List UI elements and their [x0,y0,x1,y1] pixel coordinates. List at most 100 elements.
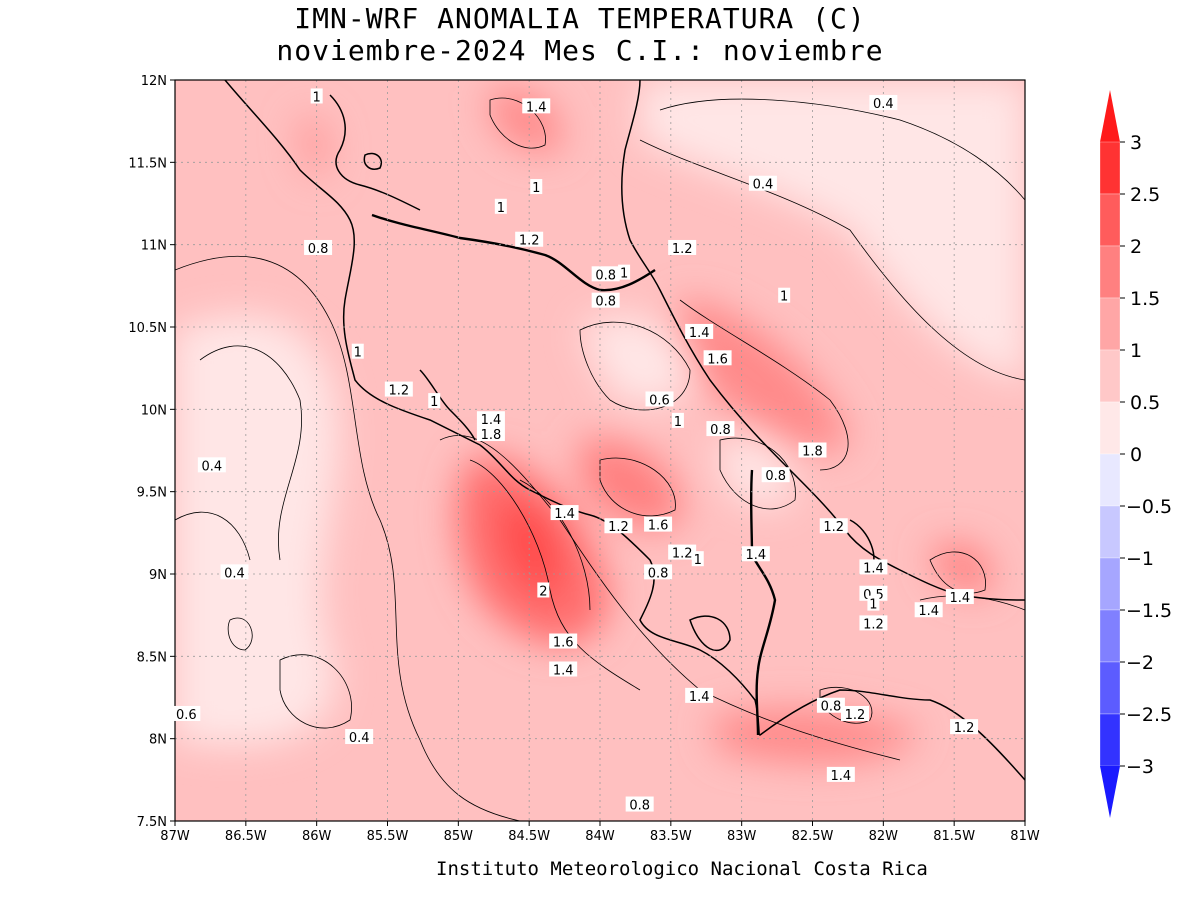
colorbar-label: 1 [1130,340,1142,362]
contour-label: 1.4 [859,559,888,576]
contour-label: 0.4 [197,457,226,474]
svg-text:1.8: 1.8 [802,445,823,460]
y-tick-label: 11N [141,239,167,254]
svg-text:1.2: 1.2 [954,721,975,736]
colorbar-top-arrow [1100,90,1120,142]
x-tick-label: 81.5W [933,829,975,844]
contour-label: 1.4 [522,98,551,115]
y-tick-label: 9N [149,568,167,583]
svg-text:1: 1 [497,201,505,216]
svg-text:0.4: 0.4 [873,97,894,112]
contour-label: 1.6 [703,350,732,367]
colorbar-label: −1.5 [1126,600,1172,622]
contour-label: 0.8 [591,266,620,283]
x-tick-label: 87W [160,829,190,844]
svg-text:1.4: 1.4 [745,548,766,563]
svg-text:1: 1 [532,181,540,196]
colorbar-label: −1 [1126,548,1154,570]
x-tick-label: 84W [585,829,615,844]
svg-text:1.4: 1.4 [918,604,939,619]
y-tick-label: 8.5N [137,650,167,665]
contour-label: 0.4 [869,95,898,112]
contour-label: 1 [691,551,704,568]
svg-text:1.4: 1.4 [689,326,710,341]
contour-label: 1.2 [384,381,413,399]
contour-label: 1.4 [914,602,943,619]
contour-label-layer: 11.4 0.41 0.411.20.8 1.20.8 10.8 11.41.611.21… [172,88,979,814]
contour-label: 1 [428,393,441,410]
contour-label: 1 [351,343,364,361]
svg-text:2: 2 [539,584,547,599]
svg-text:1.4: 1.4 [689,690,710,705]
coastline [224,80,1025,781]
svg-text:1.4: 1.4 [553,664,574,679]
svg-text:0.4: 0.4 [224,566,245,581]
y-axis: 12N 11.5N 11N 10.5N 10N 9.5N 9N 8.5N 8N 7.5N [128,74,175,830]
contour-label: 1 [310,88,323,105]
svg-text:0.8: 0.8 [765,469,786,484]
contour-label: 1.4 [685,687,714,705]
colorbar-segment [1099,297,1121,351]
contour-label: 1.2 [604,518,633,535]
x-tick-label: 83W [727,829,757,844]
contour-label: 1 [867,595,880,613]
svg-text:1.4: 1.4 [526,100,547,115]
contour-label: 1.4 [476,411,505,428]
svg-text:1.6: 1.6 [553,636,574,651]
colorbar-label: 0.5 [1130,392,1160,414]
colorbar-label: 0 [1130,444,1142,466]
svg-text:1.2: 1.2 [608,520,629,535]
svg-text:1: 1 [780,290,788,305]
svg-text:1.6: 1.6 [648,519,669,534]
contour-label: 1.6 [644,516,673,534]
contour-label: 0.4 [748,175,777,193]
svg-text:0.6: 0.6 [176,708,197,723]
map-title-line1: IMN-WRF ANOMALIA TEMPERATURA (C) [294,2,866,35]
colorbar-segment [1099,609,1121,663]
contour-label: 1.4 [685,323,714,341]
colorbar-segment [1099,349,1121,403]
contour-label: 1.4 [549,661,578,679]
colorbar-segment [1099,505,1121,559]
colorbar-segment [1099,141,1121,195]
credit-text: Instituto Meteorologico Nacional Costa R… [436,858,928,880]
svg-text:1.4: 1.4 [949,591,970,606]
x-tick-label: 82W [869,829,899,844]
colorbar-label: 2.5 [1130,184,1160,206]
contour-label: 1.4 [550,505,579,522]
map-title-line2: noviembre-2024 Mes C.I.: noviembre [276,34,884,67]
svg-text:0.8: 0.8 [710,423,731,438]
x-axis: 87W 86.5W 86W 85.5W 85W 84.5W 84W 83.5W 83W 82.5W… [160,821,1040,844]
colorbar-segment [1099,713,1121,767]
svg-text:1.4: 1.4 [863,561,884,576]
y-tick-label: 8N [149,733,167,748]
y-tick-label: 7.5N [137,815,167,830]
svg-text:1.2: 1.2 [388,384,409,399]
contour-label: 0.8 [304,239,333,257]
contour-label: 0.4 [220,564,249,581]
x-tick-label: 86.5W [225,829,267,844]
svg-text:0.6: 0.6 [649,393,670,408]
svg-text:1: 1 [354,346,362,361]
colorbar-segment [1099,453,1121,507]
contour-label: 1.2 [950,719,979,736]
contour-label: 2 [537,582,550,599]
contour-label: 1 [778,287,791,305]
contour-label: 1 [671,412,684,430]
country-borders [371,213,777,736]
contour-label: 0.6 [645,391,674,408]
contour-label: 0.8 [816,697,845,715]
colorbar-label: 1.5 [1130,288,1160,310]
svg-text:0.8: 0.8 [629,799,650,814]
contour-label: 1 [530,179,543,196]
colorbar-segment [1099,245,1121,299]
x-tick-label: 81W [1010,829,1040,844]
contour-label: 1 [494,198,507,216]
svg-text:0.8: 0.8 [595,268,616,283]
svg-text:1.2: 1.2 [672,547,693,562]
contour-label: 1.4 [741,546,770,563]
contour-label: 1.2 [859,615,888,632]
y-tick-label: 9.5N [137,486,167,501]
y-tick-label: 11.5N [128,156,167,171]
contour-label: 1.8 [798,442,827,460]
